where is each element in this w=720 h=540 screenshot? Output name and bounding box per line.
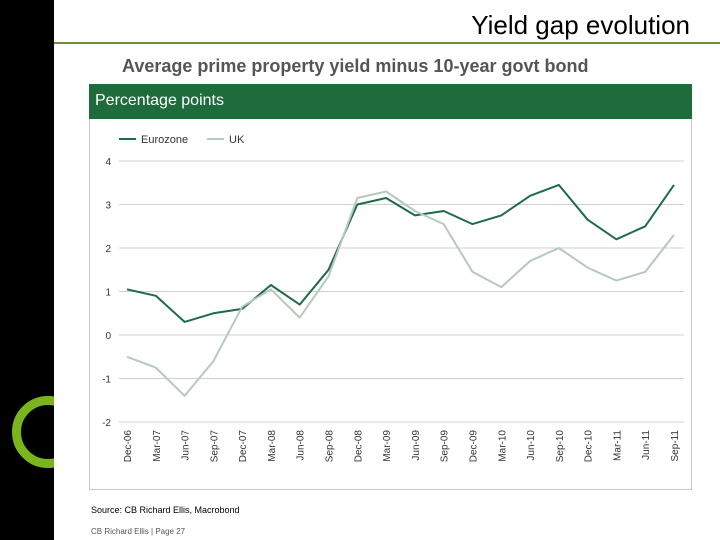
slide-title: Yield gap evolution — [471, 10, 690, 40]
legend-label-eurozone: Eurozone — [141, 134, 188, 146]
x-tick-label: Sep-07 — [209, 430, 220, 463]
legend-label-uk: UK — [229, 134, 245, 146]
source-note: Source: CB Richard Ellis, Macrobond — [91, 505, 240, 515]
line-chart: 4 3 2 1 0 -1 -2 Dec-06 Mar-07 Jun-07 Sep-07 Dec-07 M… — [102, 134, 684, 463]
x-tick-label: Sep-10 — [555, 430, 566, 463]
x-tick-label: Jun-08 — [296, 430, 307, 461]
x-tick-label: Jun-09 — [411, 430, 422, 461]
footer-page: CB Richard Ellis | Page 27 — [91, 527, 186, 536]
series-line-uk — [126, 190, 675, 397]
y-tick-label: 0 — [105, 331, 111, 342]
chart-panel-header: Percentage points — [89, 84, 692, 119]
y-tick-label: 2 — [105, 244, 111, 255]
x-tick-label: Dec-08 — [353, 430, 364, 463]
series-line-eurozone — [126, 183, 675, 323]
x-tick-label: Mar-09 — [382, 430, 393, 462]
y-tick-label: 4 — [105, 157, 111, 168]
x-tick-label: Dec-06 — [123, 430, 134, 463]
slide-subtitle: Average prime property yield minus 10-ye… — [122, 56, 589, 76]
y-tick-label: 3 — [105, 201, 111, 212]
y-tick-label: 1 — [105, 288, 111, 299]
x-tick-label: Sep-11 — [670, 430, 681, 462]
x-tick-label: Jun-07 — [181, 430, 192, 461]
y-tick-label: -2 — [102, 418, 111, 429]
y-tick-label: -1 — [102, 375, 111, 386]
x-tick-label: Jun-11 — [641, 430, 652, 460]
x-tick-label: Dec-10 — [584, 430, 595, 463]
x-tick-label: Sep-08 — [325, 430, 336, 463]
x-tick-label: Mar-10 — [497, 430, 508, 462]
x-tick-label: Sep-09 — [440, 430, 451, 463]
x-tick-label: Dec-09 — [468, 430, 479, 463]
x-tick-label: Mar-07 — [152, 430, 163, 462]
x-tick-label: Mar-08 — [267, 430, 278, 462]
logo-mask — [54, 380, 94, 490]
x-tick-label: Dec-07 — [238, 430, 249, 463]
title-divider — [54, 42, 720, 44]
chart-title: Percentage points — [95, 92, 224, 109]
x-tick-label: Jun-10 — [526, 430, 537, 461]
x-tick-label: Mar-11 — [612, 430, 623, 461]
